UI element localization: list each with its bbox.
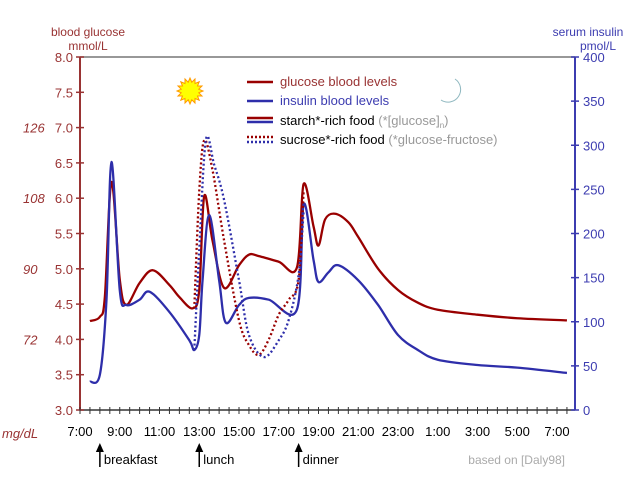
left-tick-label: 4.5 — [55, 297, 73, 312]
right-tick-label: 200 — [583, 227, 605, 242]
sun-icon — [175, 76, 205, 106]
right-tick-label: 0 — [583, 403, 590, 418]
meal-label-dinner: dinner — [303, 452, 340, 467]
legend-starch-note-subscript: n — [440, 121, 444, 130]
x-tick-label: 7:00 — [544, 424, 569, 439]
left-tick-label: 7.0 — [55, 121, 73, 136]
right-tick-label: 100 — [583, 315, 605, 330]
legend-insulin-label: insulin blood levels — [280, 93, 390, 108]
left-tick-label: 3.0 — [55, 403, 73, 418]
meal-label-lunch: lunch — [203, 452, 234, 467]
glucose-starch-line — [89, 180, 567, 323]
meal-arrowhead-icon — [95, 443, 104, 452]
legend-sucrose-label: sucrose*-rich food (*glucose-fructose) — [280, 132, 498, 147]
left-tick-label: 4.0 — [55, 332, 73, 347]
mg-dl-label: 126 — [23, 121, 45, 136]
left-tick-label: 3.5 — [55, 368, 73, 383]
legend-starch-note: (*[glucose] — [378, 113, 439, 128]
x-tick-label: 7:00 — [67, 424, 92, 439]
legend-starch-text: starch*-rich food — [280, 113, 375, 128]
meal-label-breakfast: breakfast — [104, 452, 158, 467]
left-tick-label: 6.0 — [55, 191, 73, 206]
x-tick-label: 17:00 — [262, 424, 295, 439]
legend-starch-note-end: ) — [444, 113, 448, 128]
legend-glucose-label: glucose blood levels — [280, 74, 398, 89]
x-tick-label: 5:00 — [505, 424, 530, 439]
left-tick-label: 5.5 — [55, 227, 73, 242]
mg-dl-label: 108 — [23, 191, 45, 206]
left-axis-title-line2: mmol/L — [68, 39, 108, 53]
sun-shape — [175, 76, 205, 106]
moon-icon — [440, 78, 462, 103]
legend-sucrose-text: sucrose*-rich food — [280, 132, 385, 147]
x-tick-label: 21:00 — [342, 424, 375, 439]
x-tick-label: 1:00 — [425, 424, 450, 439]
x-tick-label: 23:00 — [382, 424, 415, 439]
left-tick-label: 5.0 — [55, 262, 73, 277]
right-tick-label: 50 — [583, 359, 597, 374]
meal-arrowhead-icon — [195, 443, 204, 452]
source-note: based on [Daly98] — [468, 453, 565, 467]
legend: glucose blood levels insulin blood level… — [247, 74, 498, 147]
x-tick-label: 13:00 — [183, 424, 216, 439]
right-tick-label: 350 — [583, 94, 605, 109]
right-tick-label: 250 — [583, 182, 605, 197]
mg-dl-unit-label: mg/dL — [2, 426, 38, 441]
right-axis-title-line1: serum insulin — [553, 25, 624, 39]
legend-starch-label: starch*-rich food (*[glucose]n) — [280, 113, 449, 130]
mg-dl-label: 90 — [23, 262, 38, 277]
left-tick-label: 7.5 — [55, 85, 73, 100]
x-tick-label: 9:00 — [107, 424, 132, 439]
glucose-sucrose-line — [193, 138, 305, 357]
right-tick-label: 300 — [583, 138, 605, 153]
x-tick-label: 11:00 — [144, 424, 176, 439]
x-tick-label: 19:00 — [302, 424, 335, 439]
left-tick-label: 8.0 — [55, 50, 73, 65]
legend-sucrose-note: (*glucose-fructose) — [388, 132, 497, 147]
mg-dl-label: 72 — [23, 332, 38, 347]
x-tick-label: 15:00 — [223, 424, 256, 439]
x-tick-label: 3:00 — [465, 424, 490, 439]
left-tick-label: 6.5 — [55, 156, 73, 171]
left-axis-title-line1: blood glucose — [51, 25, 125, 39]
right-axis-title-line2: pmol/L — [580, 39, 616, 53]
right-tick-label: 400 — [583, 50, 605, 65]
insulin-sucrose-line — [193, 135, 305, 359]
meal-arrowhead-icon — [294, 443, 303, 452]
right-tick-label: 150 — [583, 271, 605, 286]
insulin-starch-line — [89, 160, 568, 385]
